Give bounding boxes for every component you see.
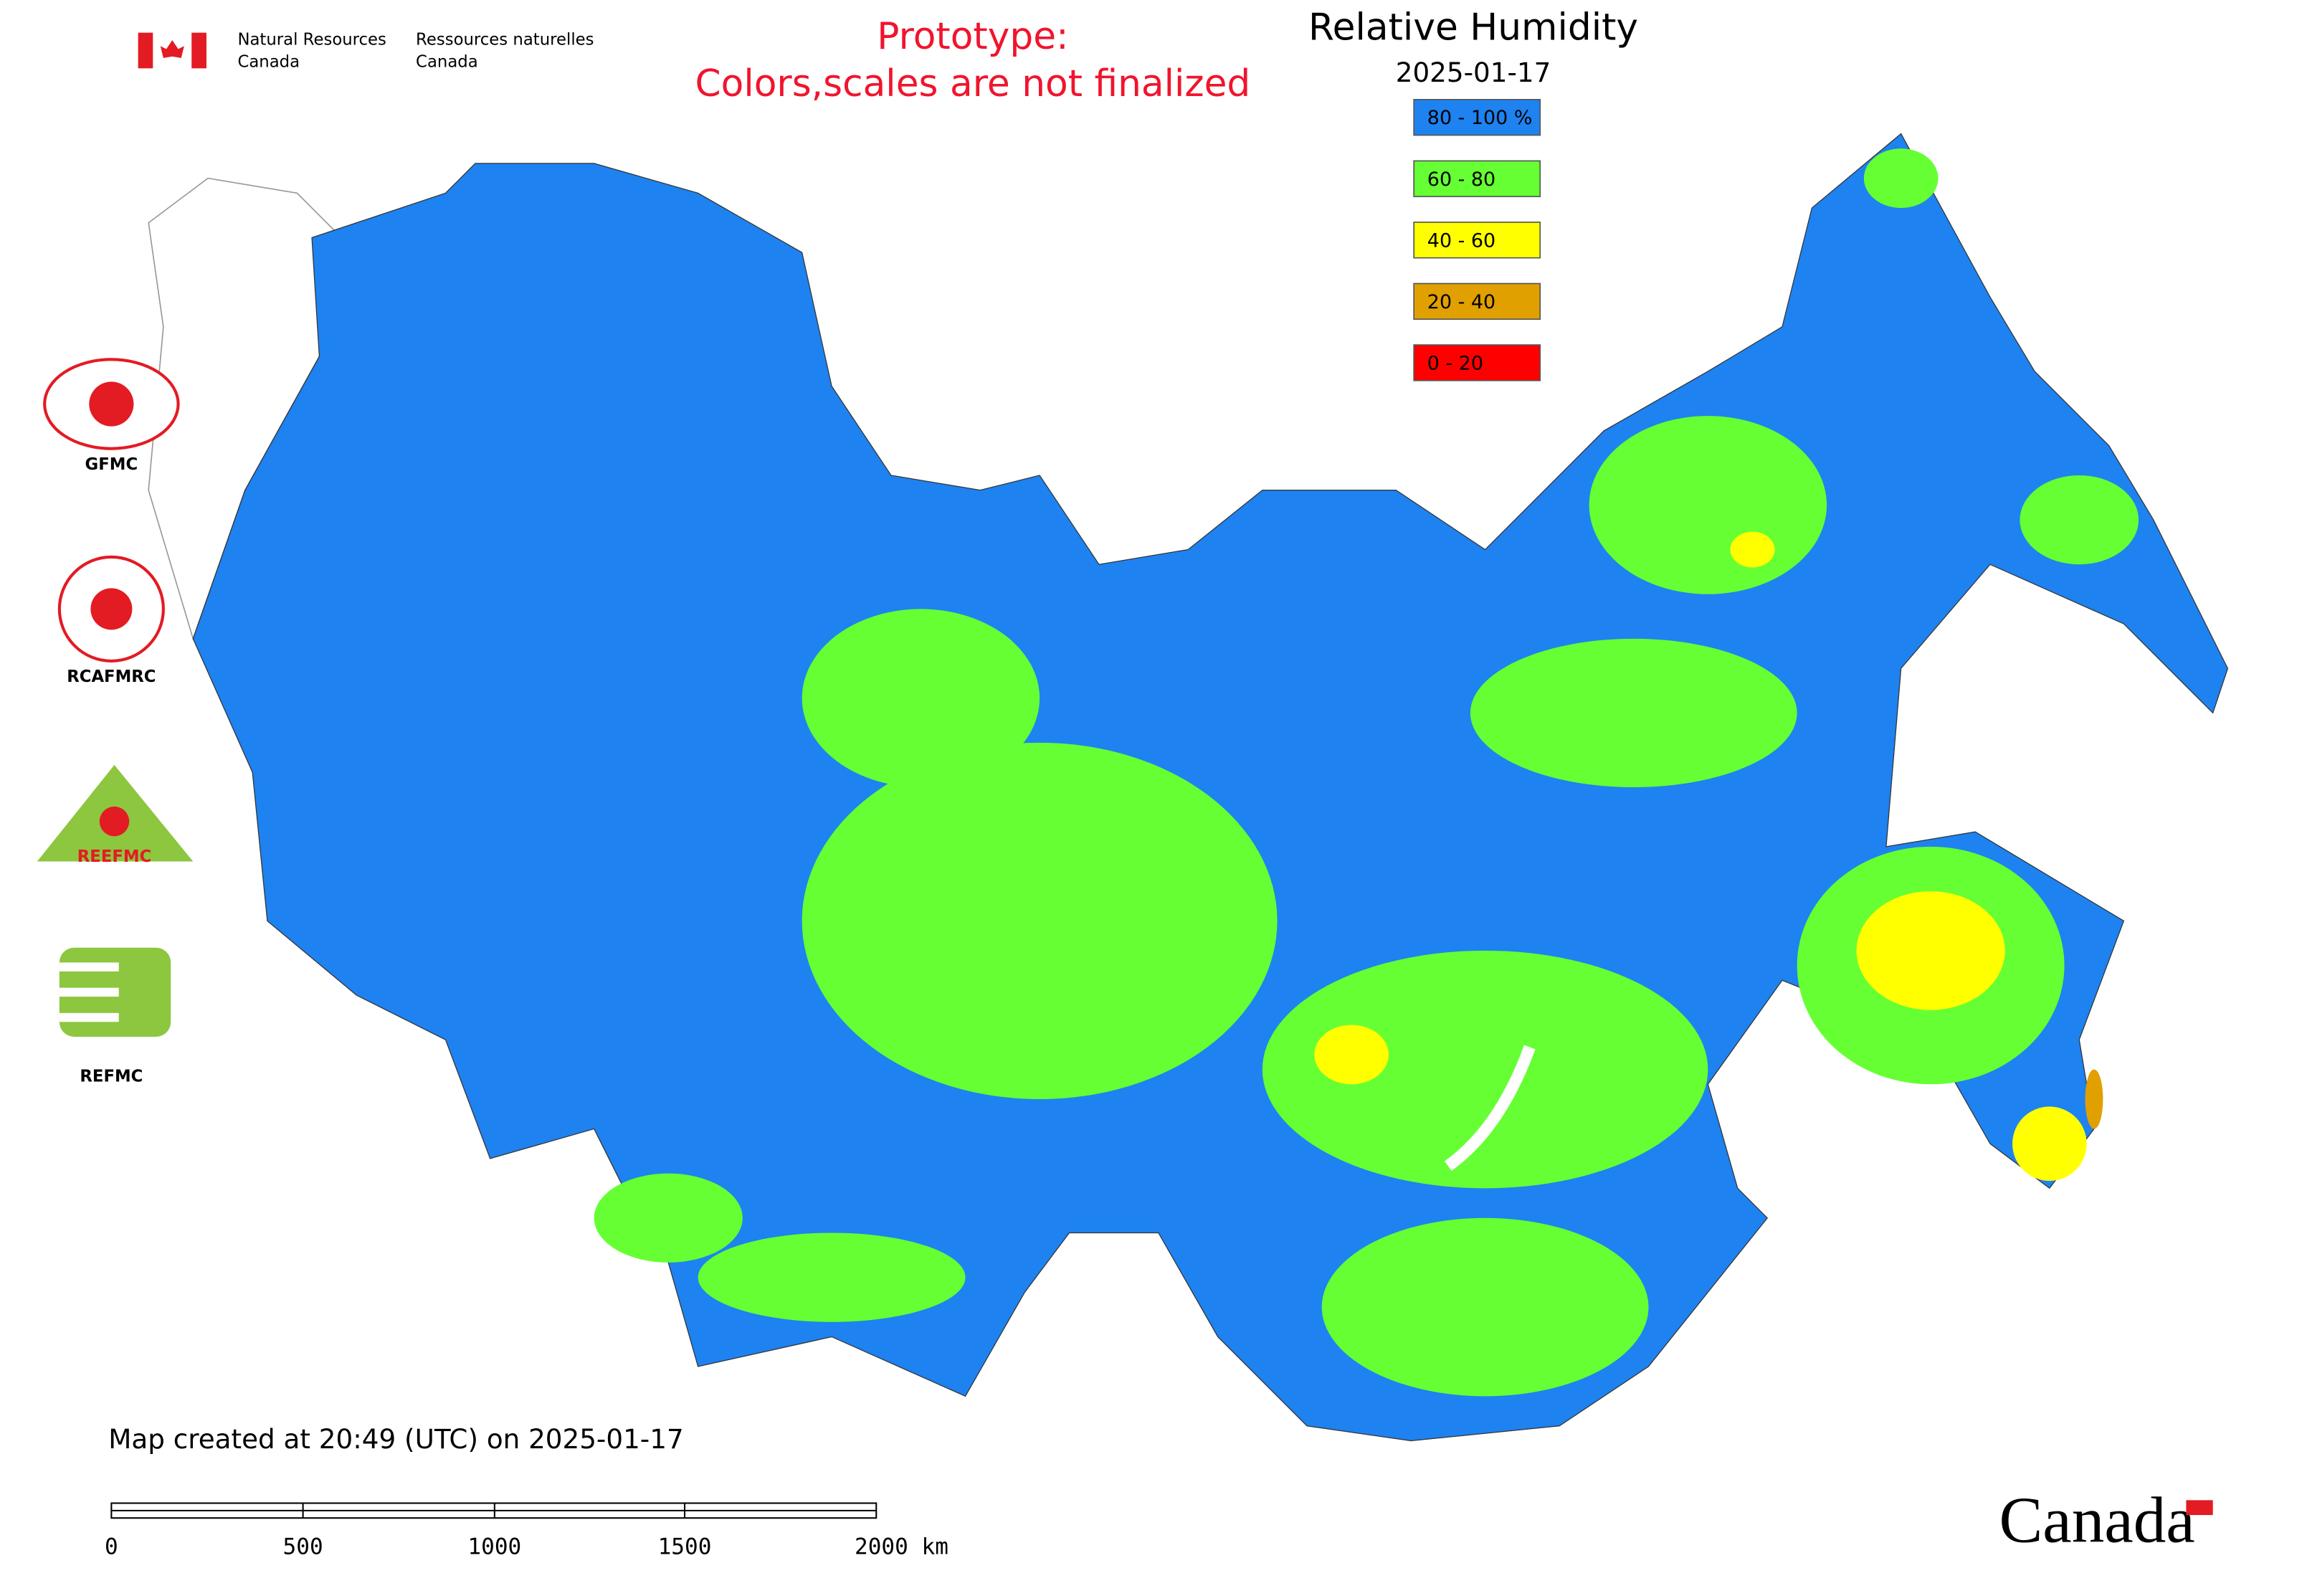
notice: Colors,scales are not finalized <box>695 62 1251 105</box>
region-40-60 <box>1314 531 2087 1181</box>
legend-swatch <box>1413 98 1541 136</box>
region-20-40 <box>2085 1069 2103 1129</box>
logo <box>59 947 171 1037</box>
created-note: Map created at 20:49 (UTC) on 2025-01-17 <box>108 1423 683 1455</box>
legend-swatch <box>1413 282 1541 320</box>
logo <box>57 555 165 662</box>
logo-label: REFMC <box>80 1067 143 1086</box>
legend-swatch <box>1413 344 1541 381</box>
logo-label: REEFMC <box>77 847 152 866</box>
legend-label: 60 - 80 <box>1427 168 1495 191</box>
legend: 80 - 100 % 60 - 80 40 - 60 20 - 40 0 - 20 <box>1413 98 1541 381</box>
agency-en: Canada <box>237 53 300 72</box>
notice: Prototype: <box>877 15 1068 58</box>
logo <box>43 358 180 450</box>
legend-label: 20 - 40 <box>1427 291 1495 313</box>
scale-label: 2000 km <box>855 1534 948 1560</box>
agency-fr: Canada <box>416 53 478 72</box>
map-date: 2025-01-17 <box>1396 57 1551 88</box>
logo-label: GFMC <box>85 455 138 474</box>
map-title: Relative Humidity <box>1308 6 1638 49</box>
scale-bar <box>110 1502 877 1519</box>
scale-label: 1500 <box>658 1534 712 1560</box>
legend-swatch <box>1413 222 1541 259</box>
wordmark-flag <box>2186 1500 2213 1516</box>
legend-label: 0 - 20 <box>1427 352 1483 374</box>
scale-label: 0 <box>105 1534 118 1560</box>
canada-wordmark: Canada <box>1999 1484 2194 1557</box>
agency-en: Natural Resources <box>237 30 386 49</box>
scale-label: 1000 <box>467 1534 521 1560</box>
legend-label: 40 - 60 <box>1427 229 1495 252</box>
scale-label: 500 <box>283 1534 323 1560</box>
agency-fr: Ressources naturelles <box>416 30 594 49</box>
legend-swatch <box>1413 160 1541 197</box>
flag <box>138 32 206 69</box>
legend-label: 80 - 100 % <box>1427 107 1533 129</box>
region-humid <box>192 133 2229 1442</box>
logo-label: RCAFMRC <box>67 668 156 686</box>
logo <box>37 764 194 862</box>
lake <box>1444 1045 1536 1171</box>
